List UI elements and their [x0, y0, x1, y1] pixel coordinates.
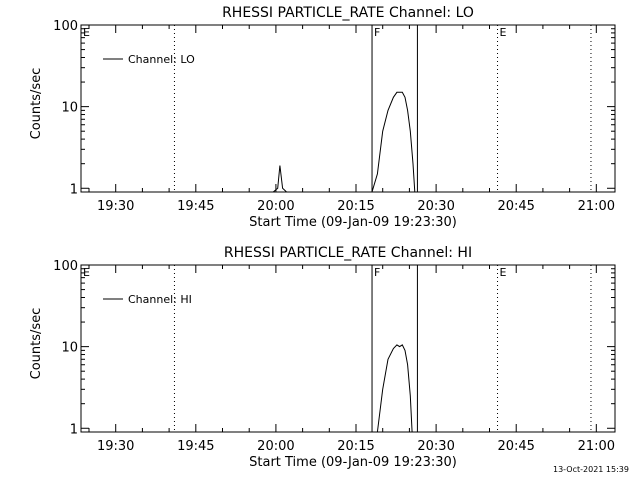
y-axis-label: Counts/sec	[29, 308, 44, 380]
y-tick-label: 10	[61, 341, 78, 356]
x-tick-label: 19:45	[177, 199, 214, 214]
chart-title: RHESSI PARTICLE_RATE Channel: HI	[224, 245, 472, 261]
y-tick-label: 100	[53, 19, 78, 34]
y-tick-label: 10	[61, 101, 78, 116]
region-marker-label: E	[83, 26, 90, 39]
plot-frame	[80, 24, 616, 193]
region-marker-label: F	[374, 26, 380, 39]
series-line	[376, 344, 413, 433]
x-tick-label: 20:15	[337, 439, 374, 454]
x-tick-label: 19:45	[177, 439, 214, 454]
chart-panel-1: RHESSI PARTICLE_RATE Channel: LO Start Ti…	[29, 5, 616, 230]
x-tick-label: 20:15	[337, 199, 374, 214]
y-tick-label: 1	[70, 422, 78, 437]
y-axis-label: Counts/sec	[29, 68, 44, 140]
region-marker-label: E	[500, 26, 507, 39]
x-tick-label: 20:00	[257, 439, 294, 454]
x-tick-label: 19:30	[97, 199, 134, 214]
plot-frame	[80, 264, 616, 433]
chart-panel-2: RHESSI PARTICLE_RATE Channel: HI Start Ti…	[29, 245, 616, 470]
x-tick-label: 20:30	[417, 199, 454, 214]
x-tick-label: 20:45	[497, 439, 534, 454]
x-tick-label: 19:30	[97, 439, 134, 454]
region-marker-label: F	[374, 266, 380, 279]
x-tick-label: 20:45	[497, 199, 534, 214]
chart-title: RHESSI PARTICLE_RATE Channel: LO	[222, 5, 474, 21]
x-tick-label: 21:00	[578, 199, 615, 214]
x-tick-label: 20:30	[417, 439, 454, 454]
region-marker-label: E	[83, 266, 90, 279]
legend-label: Channel: HI	[128, 293, 192, 306]
y-tick-label: 100	[53, 259, 78, 274]
footer-date: 13-Oct-2021 15:39	[553, 465, 629, 474]
x-axis-label: Start Time (09-Jan-09 19:23:30)	[249, 215, 457, 230]
x-tick-label: 20:00	[257, 199, 294, 214]
legend-label: Channel: LO	[128, 53, 195, 66]
x-axis-label: Start Time (09-Jan-09 19:23:30)	[249, 455, 457, 470]
region-marker-label: E	[500, 266, 507, 279]
series-line	[272, 91, 416, 193]
y-tick-label: 1	[70, 182, 78, 197]
x-tick-label: 21:00	[578, 439, 615, 454]
